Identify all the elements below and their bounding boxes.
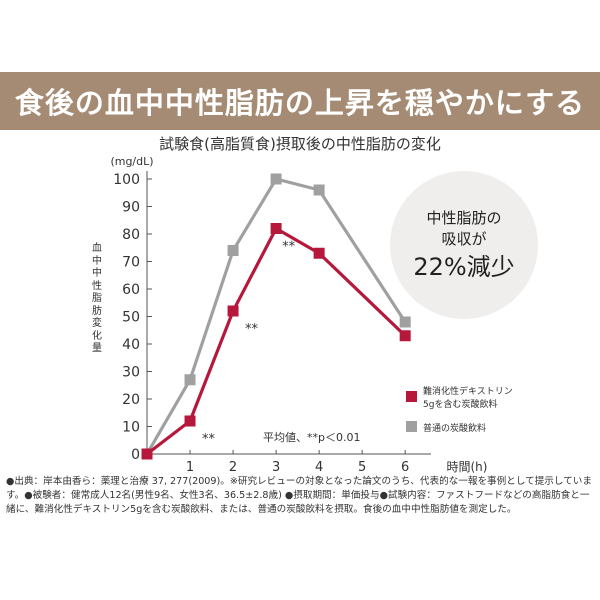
y-tick-label: 20 bbox=[122, 392, 140, 408]
chart-note: 平均値、**p＜0.01 bbox=[263, 431, 360, 444]
data-point bbox=[184, 415, 196, 427]
y-tick-label: 40 bbox=[122, 337, 140, 353]
legend-swatch bbox=[406, 391, 417, 402]
y-tick-label: 30 bbox=[122, 365, 140, 381]
callout-line2: 吸収が bbox=[441, 230, 487, 248]
x-tick-label: 2 bbox=[229, 460, 237, 475]
data-point bbox=[270, 223, 282, 234]
legend-label: 5gを含む炭酸飲料 bbox=[423, 398, 497, 410]
chart-title: 試験食(高脂質食)摂取後の中性脂肪の変化 bbox=[159, 135, 441, 153]
data-point bbox=[270, 173, 282, 185]
series-line bbox=[146, 226, 407, 456]
y-tick-label: 80 bbox=[122, 227, 140, 243]
y-tick-label: 50 bbox=[122, 310, 140, 326]
y-tick-label: 70 bbox=[122, 255, 140, 271]
legend-swatch bbox=[406, 421, 417, 432]
data-point bbox=[313, 184, 325, 196]
x-tick-label: 5 bbox=[358, 460, 366, 475]
y-axis-label: 血中中性脂肪変化量 bbox=[92, 243, 102, 354]
significance-annotation: ** bbox=[202, 432, 216, 447]
series-line bbox=[145, 177, 407, 455]
x-tick-label: 6 bbox=[401, 460, 409, 475]
y-tick-label: 100 bbox=[113, 172, 140, 188]
data-point bbox=[399, 316, 411, 328]
y-tick-label: 10 bbox=[122, 420, 140, 436]
callout-circle: 中性脂肪の 吸収が 22%減少 bbox=[390, 171, 538, 319]
callout-line1: 中性脂肪の bbox=[426, 209, 502, 227]
legend-label: 普通の炭酸飲料 bbox=[423, 422, 486, 434]
data-point bbox=[184, 374, 196, 386]
callout-line3: 22%減少 bbox=[413, 253, 515, 281]
y-unit-label: (mg/dL) bbox=[110, 155, 153, 168]
banner-title: 食後の血中中性脂肪の上昇を穏やかにする bbox=[0, 72, 600, 130]
legend-label: 難消化性デキストリン bbox=[423, 385, 513, 397]
footnote: ●出典：岸本由香ら：薬理と治療 37, 277(2009)。※研究レビューの対象… bbox=[6, 476, 592, 515]
significance-annotation: ** bbox=[282, 240, 296, 255]
data-point bbox=[399, 330, 411, 342]
data-point bbox=[227, 245, 239, 256]
significance-annotation: ** bbox=[245, 322, 259, 337]
y-tick-label: 0 bbox=[131, 447, 140, 463]
x-tick-label: 4 bbox=[315, 460, 323, 475]
x-tick-label: 1 bbox=[186, 460, 194, 475]
data-point bbox=[141, 448, 153, 460]
x-tick-label: 3 bbox=[272, 460, 280, 475]
data-point bbox=[313, 247, 325, 259]
x-axis-label: 時間(h) bbox=[447, 460, 488, 474]
data-point bbox=[227, 305, 239, 317]
y-tick-label: 60 bbox=[122, 282, 140, 298]
y-tick-label: 90 bbox=[122, 200, 140, 216]
